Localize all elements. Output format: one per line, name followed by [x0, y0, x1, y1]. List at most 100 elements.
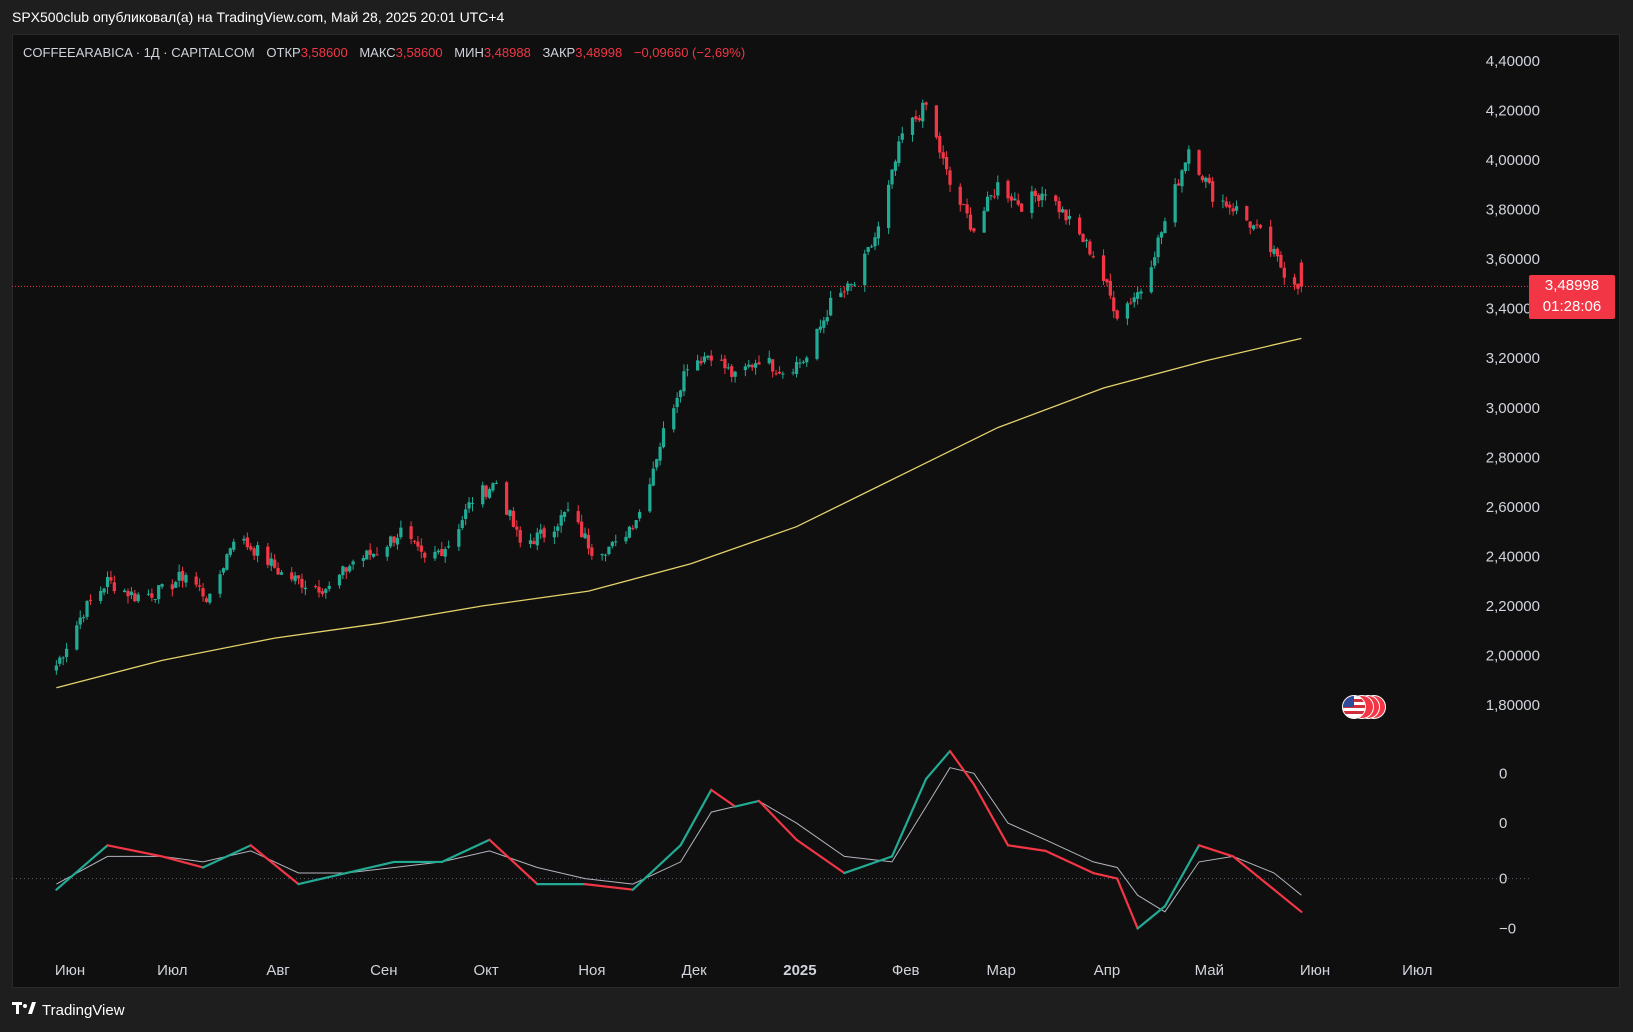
- candle: [1275, 247, 1280, 262]
- candle: [1200, 174, 1205, 183]
- candle-body: [1228, 204, 1232, 208]
- candle: [934, 105, 939, 140]
- candle: [600, 553, 604, 561]
- price-tick-label: 3,00000: [1486, 400, 1540, 417]
- candle: [1149, 260, 1153, 294]
- candle-body: [1258, 225, 1263, 228]
- candle: [965, 198, 969, 219]
- candle: [583, 527, 587, 540]
- candle-body: [624, 536, 628, 542]
- price-axis[interactable]: 4,40000 4,20000 4,00000 3,80000 3,60000 3,400…: [1486, 53, 1540, 714]
- candle: [743, 363, 747, 377]
- candle: [869, 244, 874, 248]
- candle: [1125, 301, 1130, 326]
- oscillator-segment: [890, 777, 928, 858]
- candle: [273, 554, 277, 569]
- candle-body: [1279, 254, 1283, 268]
- candle-body: [695, 360, 700, 371]
- candle: [194, 571, 198, 588]
- candle: [753, 359, 758, 375]
- candle: [491, 482, 495, 493]
- candle-body: [610, 541, 614, 547]
- candle: [300, 573, 304, 594]
- candle-body: [996, 182, 1000, 196]
- time-tick-label: Июн: [55, 962, 85, 979]
- candle: [61, 656, 65, 666]
- candle-body: [180, 570, 185, 581]
- candle-body: [170, 584, 174, 590]
- candle: [695, 354, 700, 371]
- publisher-line: SPX500club опубликовал(а) на TradingView…: [12, 9, 505, 25]
- chart-frame[interactable]: [12, 34, 1620, 988]
- last-price-badge: 3,48998 01:28:06: [1529, 275, 1615, 319]
- candle-body: [941, 152, 945, 159]
- candle: [1088, 239, 1092, 256]
- candle: [197, 578, 202, 592]
- tradingview-logo-icon[interactable]: [12, 1000, 38, 1020]
- candle-body: [416, 541, 420, 547]
- candle: [320, 588, 325, 597]
- candle-body: [607, 546, 611, 555]
- candle-body: [228, 548, 232, 555]
- candle: [1234, 200, 1239, 215]
- candle-body: [1060, 209, 1065, 213]
- candle: [99, 586, 103, 604]
- candle: [1091, 251, 1095, 259]
- candle: [614, 534, 618, 547]
- economic-events[interactable]: [1342, 695, 1392, 721]
- candle-body: [1057, 201, 1061, 213]
- candle-body: [412, 540, 417, 542]
- us-flag-icon[interactable]: [1342, 695, 1366, 719]
- candle: [1129, 297, 1133, 305]
- candle: [436, 548, 441, 555]
- candle-body: [491, 483, 495, 491]
- candle: [777, 366, 782, 375]
- candle-body: [78, 617, 82, 625]
- candle-body: [614, 541, 618, 543]
- candle: [863, 249, 867, 292]
- candle: [64, 642, 69, 663]
- candle: [634, 520, 638, 530]
- oscillator-segment: [345, 860, 396, 875]
- oscillator-segment: [1116, 877, 1139, 930]
- candle-body: [320, 591, 325, 594]
- candle: [1037, 193, 1041, 207]
- candle: [337, 574, 342, 589]
- candle-body: [818, 326, 823, 330]
- candle: [78, 610, 82, 630]
- candle-body: [655, 459, 659, 468]
- candle-body: [232, 541, 236, 550]
- chart-canvas[interactable]: 4,40000 4,20000 4,00000 3,80000 3,60000 3,400…: [12, 34, 1620, 988]
- candle: [968, 207, 973, 232]
- candle-body: [944, 157, 949, 170]
- candle: [201, 582, 205, 602]
- candle: [702, 352, 707, 365]
- candle-body: [1269, 226, 1273, 253]
- candle-body: [897, 141, 901, 163]
- candle-body: [699, 360, 703, 364]
- candle: [610, 541, 614, 549]
- candle: [385, 545, 389, 561]
- oscillator-segment: [440, 838, 491, 864]
- candle: [552, 526, 556, 545]
- time-axis[interactable]: Июн Июл Авг Сен Окт Ноя Дек 2025 Фев Мар Апр Май Июн…: [55, 962, 1433, 979]
- oscillator-segment: [843, 855, 894, 875]
- candle: [996, 175, 1000, 200]
- oscillator-segment: [1163, 844, 1201, 908]
- candle: [1136, 286, 1140, 305]
- oscillator-layer: [12, 749, 1529, 930]
- time-tick-label: Дек: [682, 962, 708, 979]
- candle-body: [781, 373, 785, 375]
- candle: [535, 527, 539, 551]
- candle-body: [672, 408, 676, 430]
- candle: [82, 614, 86, 623]
- candle-body: [1149, 267, 1153, 293]
- candle-body: [218, 574, 222, 594]
- candle-body: [109, 577, 113, 581]
- oscillator-segment: [948, 749, 976, 786]
- candle-body: [1251, 225, 1256, 230]
- footer-brand: TradingView: [42, 1001, 125, 1019]
- candle: [897, 136, 901, 167]
- candle-body: [82, 617, 86, 619]
- oscillator-axis[interactable]: 0 0 0 −0: [1499, 765, 1516, 937]
